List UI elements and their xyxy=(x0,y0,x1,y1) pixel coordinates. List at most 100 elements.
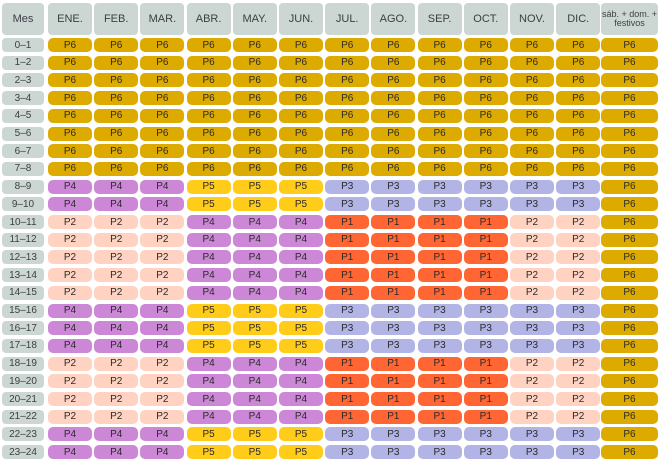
period-cell: P3 xyxy=(463,445,508,460)
period-cell: P1 xyxy=(371,215,416,229)
period-cell: P4 xyxy=(48,197,92,212)
period-cell: P6 xyxy=(371,55,416,70)
period-cell: P6 xyxy=(140,73,185,88)
row-label: 17–18 xyxy=(2,338,44,353)
period-cell: P3 xyxy=(510,445,554,460)
period-cell: P6 xyxy=(371,73,416,88)
period-cell: P4 xyxy=(140,179,185,194)
period-cell: P2 xyxy=(556,232,601,247)
period-cell: P3 xyxy=(325,445,370,460)
period-cell: P2 xyxy=(510,232,554,247)
period-cell: P2 xyxy=(140,268,185,283)
period-cell: P5 xyxy=(279,303,323,318)
period-cell: P6 xyxy=(601,144,658,159)
period-cell: P6 xyxy=(371,108,416,123)
period-cell: P6 xyxy=(48,108,92,123)
period-cell: P5 xyxy=(279,179,323,194)
period-cell: P6 xyxy=(140,161,185,176)
period-cell: P6 xyxy=(463,108,508,123)
period-cell: P3 xyxy=(510,427,554,442)
period-cell: P2 xyxy=(556,356,601,371)
period-cell: P6 xyxy=(232,73,277,88)
period-cell: P6 xyxy=(232,144,277,159)
period-cell: P4 xyxy=(279,285,323,300)
period-cell: P6 xyxy=(48,91,92,106)
period-cell: P3 xyxy=(556,197,601,212)
period-cell: P6 xyxy=(601,356,658,371)
period-cell: P6 xyxy=(186,38,231,52)
period-cell: P6 xyxy=(232,55,277,70)
period-cell: P1 xyxy=(325,285,370,300)
period-cell: P6 xyxy=(510,126,554,141)
period-cell: P3 xyxy=(417,445,462,460)
period-cell: P2 xyxy=(48,285,92,300)
period-cell: P6 xyxy=(48,126,92,141)
period-cell: P4 xyxy=(94,303,139,318)
period-cell: P4 xyxy=(94,321,139,336)
period-cell: P6 xyxy=(463,161,508,176)
period-cell: P1 xyxy=(325,232,370,247)
period-cell: P6 xyxy=(556,38,601,52)
period-cell: P2 xyxy=(556,392,601,406)
period-cell: P3 xyxy=(463,321,508,336)
period-cell: P6 xyxy=(140,91,185,106)
period-cell: P6 xyxy=(463,91,508,106)
period-cell: P5 xyxy=(186,321,231,336)
period-cell: P3 xyxy=(371,445,416,460)
period-cell: P2 xyxy=(510,374,554,389)
period-cell: P1 xyxy=(371,374,416,389)
period-cell: P4 xyxy=(186,215,231,229)
period-cell: P1 xyxy=(417,409,462,424)
period-cell: P4 xyxy=(94,338,139,353)
period-cell: P6 xyxy=(601,108,658,123)
period-cell: P6 xyxy=(140,55,185,70)
period-cell: P3 xyxy=(417,197,462,212)
period-cell: P5 xyxy=(279,321,323,336)
period-cell: P6 xyxy=(279,38,323,52)
period-cell: P5 xyxy=(186,303,231,318)
period-cell: P3 xyxy=(417,303,462,318)
period-cell: P2 xyxy=(48,356,92,371)
period-cell: P1 xyxy=(371,356,416,371)
period-cell: P6 xyxy=(601,409,658,424)
period-cell: P6 xyxy=(601,55,658,70)
period-cell: P5 xyxy=(186,427,231,442)
row-label: 13–14 xyxy=(2,268,44,283)
period-cell: P6 xyxy=(232,91,277,106)
period-cell: P6 xyxy=(186,91,231,106)
period-cell: P1 xyxy=(325,392,370,406)
period-cell: P2 xyxy=(48,268,92,283)
period-cell: P4 xyxy=(140,321,185,336)
period-cell: P3 xyxy=(556,179,601,194)
row-label: 5–6 xyxy=(2,126,44,141)
period-cell: P6 xyxy=(556,161,601,176)
column-header: MAR. xyxy=(140,3,185,35)
period-cell: P4 xyxy=(232,409,277,424)
period-cell: P3 xyxy=(463,427,508,442)
period-cell: P2 xyxy=(94,250,139,265)
period-cell: P3 xyxy=(510,179,554,194)
period-cell: P5 xyxy=(279,445,323,460)
period-cell: P6 xyxy=(601,197,658,212)
period-cell: P1 xyxy=(463,374,508,389)
period-cell: P4 xyxy=(94,427,139,442)
period-cell: P6 xyxy=(556,91,601,106)
period-cell: P6 xyxy=(601,126,658,141)
period-cell: P6 xyxy=(417,126,462,141)
period-cell: P6 xyxy=(325,38,370,52)
period-cell: P2 xyxy=(94,356,139,371)
period-cell: P4 xyxy=(232,356,277,371)
period-cell: P1 xyxy=(417,392,462,406)
period-cell: P2 xyxy=(556,374,601,389)
period-cell: P6 xyxy=(601,427,658,442)
period-cell: P6 xyxy=(94,55,139,70)
period-cell: P6 xyxy=(94,108,139,123)
row-label: 21–22 xyxy=(2,409,44,424)
period-cell: P5 xyxy=(186,179,231,194)
period-cell: P1 xyxy=(417,232,462,247)
period-cell: P6 xyxy=(186,73,231,88)
period-cell: P4 xyxy=(232,232,277,247)
period-cell: P6 xyxy=(601,232,658,247)
period-cell: P2 xyxy=(140,285,185,300)
period-cell: P4 xyxy=(140,303,185,318)
